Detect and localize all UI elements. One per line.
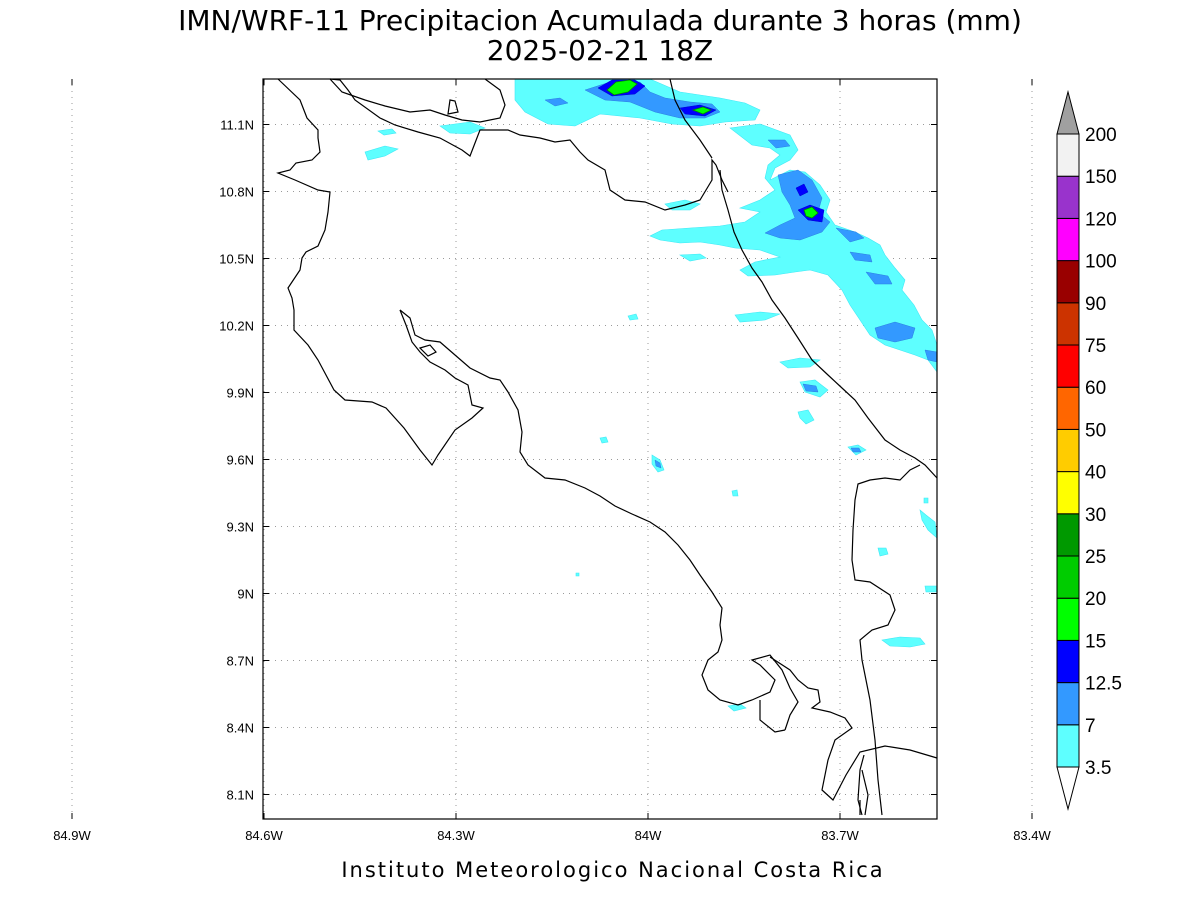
colorbar-swatch	[1056, 175, 1080, 219]
colorbar-label: 40	[1085, 463, 1106, 484]
longitude-tick-labels: 85.8W85.5W85.2W84.9W84.6W84.3W84W83.7W83…	[53, 828, 1051, 843]
colorbar: 3.5 7 12.5 15 20 25 30 40 50 60 75 90 100 120 150 200	[1056, 89, 1122, 811]
map-background	[263, 79, 937, 819]
island-small	[447, 99, 459, 115]
graticule	[71, 79, 1033, 819]
lat-tick-label: 11.1N	[220, 118, 254, 133]
colorbar-swatch	[1056, 555, 1080, 599]
lon-tick-label: 84.6W	[245, 828, 283, 843]
colorbar-label: 60	[1085, 378, 1106, 399]
nicaragua-lake-shore	[329, 78, 506, 123]
colorbar-label: 15	[1085, 631, 1106, 652]
colorbar-label: 150	[1085, 167, 1117, 188]
lat-tick-label: 8.7N	[227, 654, 254, 669]
lat-tick-label: 9N	[237, 587, 254, 602]
colorbar-top-triangle	[1056, 89, 1080, 135]
lat-tick-label: 9.6N	[227, 453, 254, 468]
island-chira	[418, 344, 437, 357]
precipitation-shading	[364, 78, 938, 712]
credit-text: Instituto Meteorologico Nacional Costa R…	[341, 858, 884, 882]
lat-tick-label: 10.8N	[219, 185, 254, 200]
colorbar-label: 12.5	[1085, 674, 1122, 695]
lat-tick-label: 8.1N	[227, 788, 254, 803]
lat-tick-label: 9.3N	[227, 520, 254, 535]
map-title: IMN/WRF-11 Precipitacion Acumulada duran…	[178, 4, 1022, 37]
colorbar-label: 50	[1085, 420, 1106, 441]
colorbar-swatch	[1056, 302, 1080, 346]
colorbar-label: 200	[1085, 125, 1117, 146]
lat-tick-label: 10.5N	[219, 252, 254, 267]
colorbar-swatch	[1056, 217, 1080, 262]
colorbar-label: 3.5	[1085, 758, 1111, 779]
colorbar-swatch	[1056, 597, 1080, 641]
colorbar-swatch	[1056, 260, 1080, 304]
colorbar-label: 120	[1085, 209, 1117, 230]
east-nicaragua-coast	[669, 78, 713, 159]
colorbar-swatch	[1056, 471, 1080, 515]
colorbar-swatch	[1056, 513, 1080, 557]
costa-rica-panama-border	[851, 464, 921, 816]
lon-tick-label: 84.9W	[53, 828, 91, 843]
precip-green-areas	[606, 79, 819, 219]
colorbar-bottom-triangle	[1056, 766, 1080, 811]
colorbar-swatch	[1056, 682, 1080, 726]
colorbar-label: 75	[1085, 336, 1106, 357]
colorbar-swatch	[1056, 386, 1080, 430]
lon-tick-label: 84.3W	[437, 828, 475, 843]
panama-border-south	[859, 769, 869, 816]
coastlines-and-borders	[276, 78, 938, 816]
map-frame	[262, 78, 938, 820]
lat-tick-label: 9.9N	[227, 386, 254, 401]
nicaragua-costa-rica-border-and-north-coast	[276, 78, 485, 467]
colorbar-label: 20	[1085, 589, 1106, 610]
colorbar-swatch	[1056, 344, 1080, 388]
nicoya-gulf-coast	[399, 309, 799, 731]
colorbar-swatch	[1056, 428, 1080, 473]
colorbar-swatch	[1056, 639, 1080, 684]
caribbean-coast	[719, 169, 938, 479]
colorbar-label: 30	[1085, 505, 1106, 526]
san-juan-river-border	[329, 78, 729, 211]
colorbar-swatch	[1056, 133, 1080, 177]
latitude-tick-labels: 11.1N 10.8N 10.5N 10.2N 9.9N 9.6N 9.3N 9N 8.7N 8.…	[219, 118, 254, 803]
osa-and-golfito-coast	[759, 656, 938, 801]
colorbar-label: 90	[1085, 294, 1106, 315]
colorbar-label: 25	[1085, 547, 1106, 568]
colorbar-label: 7	[1085, 716, 1096, 737]
map-subtitle: 2025-02-21 18Z	[487, 34, 713, 67]
lon-tick-label: 83.4W	[1013, 828, 1051, 843]
lon-tick-label: 83.7W	[821, 828, 859, 843]
lon-tick-label: 84W	[635, 828, 662, 843]
lat-tick-label: 10.2N	[219, 319, 254, 334]
colorbar-label: 100	[1085, 252, 1117, 273]
lat-tick-label: 8.4N	[227, 721, 254, 736]
colorbar-swatch	[1056, 724, 1080, 768]
